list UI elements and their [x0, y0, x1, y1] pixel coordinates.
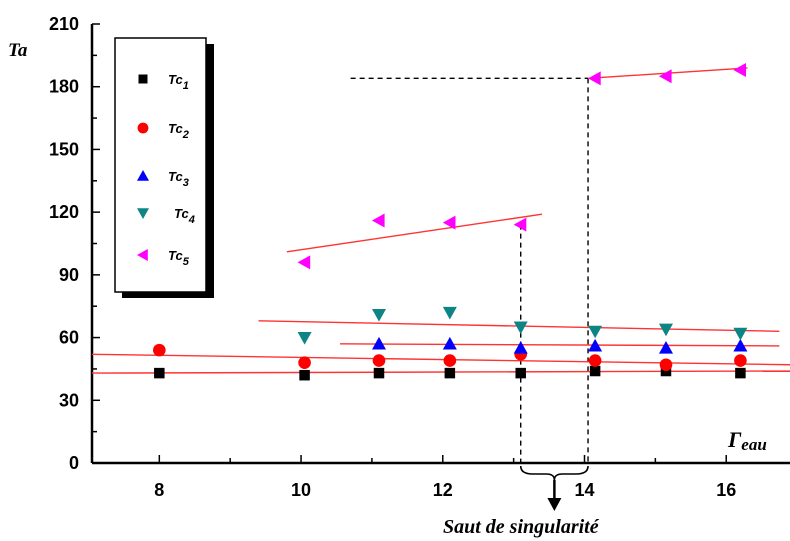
point-tc1 — [735, 367, 746, 379]
point-tc2 — [443, 354, 457, 367]
point-tc1 — [589, 365, 601, 377]
point-tc1 — [299, 369, 310, 381]
y-tick-label: 90 — [59, 265, 79, 285]
legend-label-tc2: Tc2 — [168, 121, 189, 141]
legend-label-sub: 3 — [183, 177, 189, 189]
point-tc1 — [154, 367, 165, 379]
y-tick-label: 210 — [49, 14, 79, 34]
point-tc3 — [733, 338, 748, 352]
legend-marker-tc1 — [138, 74, 148, 84]
point-tc2 — [588, 354, 602, 367]
legend-marker-tc3 — [137, 170, 149, 181]
x-tick-label: 14 — [574, 480, 594, 500]
legend-marker-tc2 — [137, 122, 149, 134]
point-tc4 — [297, 331, 312, 345]
legend-marker-tc4 — [137, 208, 149, 219]
x-tick-label: 12 — [433, 480, 453, 500]
legend-box — [114, 37, 207, 293]
point-tc4 — [588, 325, 603, 339]
point-tc4 — [513, 321, 528, 335]
y-axis-title: Ta — [8, 40, 28, 61]
x-axis-title-main: Γ — [727, 427, 742, 452]
legend-label-sub: 1 — [183, 80, 189, 92]
legend-label-tc1: Tc1 — [168, 72, 189, 92]
point-tc5 — [513, 217, 527, 232]
point-tc1 — [373, 367, 385, 379]
point-tc1 — [444, 367, 456, 379]
axes — [90, 23, 790, 465]
x-tick-label: 16 — [716, 480, 736, 500]
legend-label-tc3: Tc3 — [168, 169, 189, 189]
x-axis-title: Γeau — [727, 427, 767, 454]
point-tc2 — [659, 358, 673, 372]
point-tc4 — [442, 306, 457, 320]
y-tick-label: 0 — [69, 453, 79, 473]
point-tc2 — [153, 343, 166, 357]
legend-label-sub: 5 — [183, 256, 190, 268]
point-tc3 — [371, 336, 386, 350]
legend-label-main: Tc — [168, 169, 183, 184]
y-tick-label: 60 — [59, 328, 79, 348]
point-tc1 — [515, 367, 526, 379]
annotation: Saut de singularité — [443, 465, 600, 538]
point-tc3 — [658, 341, 673, 354]
fit-line — [286, 213, 543, 253]
point-tc5 — [733, 62, 746, 77]
legend-label-sub: 4 — [188, 214, 195, 226]
y-tick-label: 30 — [59, 390, 79, 410]
point-tc3 — [513, 341, 528, 354]
y-tick-label: 120 — [49, 202, 79, 222]
x-tick-label: 10 — [291, 480, 311, 500]
legend-label-tc5: Tc5 — [168, 248, 190, 268]
point-tc4 — [658, 323, 673, 337]
point-tc5 — [371, 213, 385, 228]
legend-marker-tc5 — [137, 249, 148, 261]
legend-label-main: Tc — [168, 72, 183, 87]
point-tc5 — [442, 215, 456, 230]
point-tc5 — [658, 69, 672, 84]
legend-label-tc4: Tc4 — [174, 206, 195, 226]
point-tc3 — [442, 336, 457, 350]
point-tc5 — [297, 255, 311, 270]
point-tc3 — [588, 338, 603, 352]
annotation-brace — [519, 465, 589, 481]
point-tc2 — [734, 354, 747, 367]
y-tick-label: 180 — [49, 77, 79, 97]
y-tick-label: 150 — [49, 139, 79, 159]
annotation-arrow-head — [547, 498, 562, 511]
annotation-text: Saut de singularité — [443, 516, 600, 538]
guide-lines — [350, 77, 589, 463]
point-tc2 — [298, 356, 311, 369]
x-axis-title-sub: eau — [741, 435, 767, 454]
point-tc4 — [733, 327, 748, 341]
point-tc4 — [371, 308, 386, 322]
x-tick-label: 8 — [154, 480, 164, 500]
legend-label-main: Tc — [168, 121, 183, 136]
fit-line — [340, 343, 780, 347]
fit-line — [91, 370, 790, 374]
legend-label-main: Tc — [168, 248, 183, 263]
legend-label-main: Tc — [174, 206, 189, 221]
data-points — [153, 62, 748, 381]
point-tc2 — [372, 354, 386, 367]
legend-label-sub: 2 — [182, 129, 189, 141]
fit-line — [91, 353, 790, 366]
point-tc5 — [588, 71, 601, 86]
fit-lines — [91, 67, 790, 374]
